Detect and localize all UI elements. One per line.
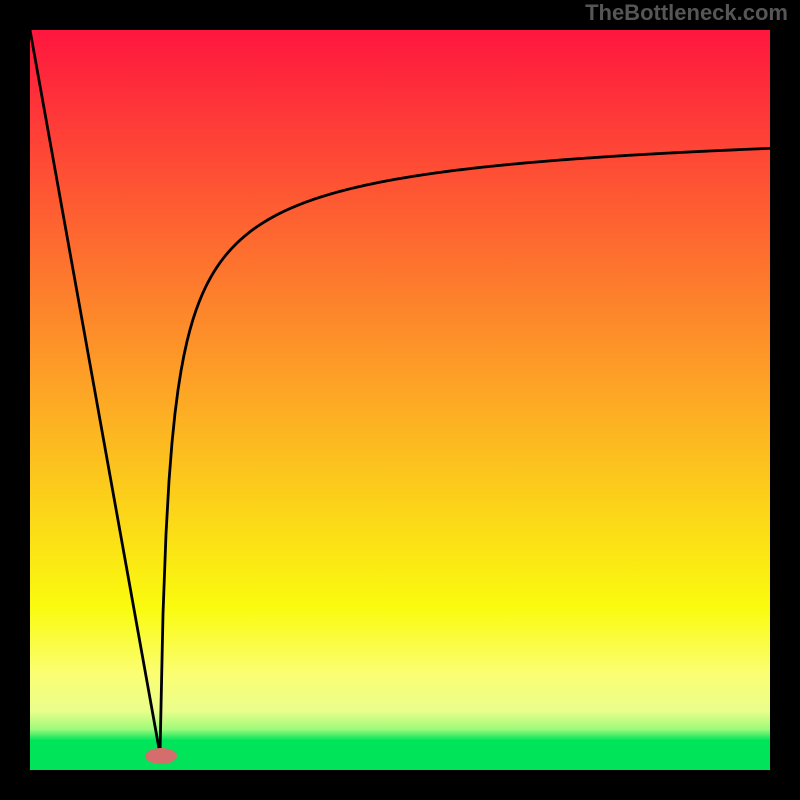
- bottleneck-chart: [0, 0, 800, 800]
- watermark-text: TheBottleneck.com: [585, 0, 788, 26]
- plot-area: [30, 30, 770, 770]
- valley-marker: [145, 748, 177, 764]
- chart-container: TheBottleneck.com: [0, 0, 800, 800]
